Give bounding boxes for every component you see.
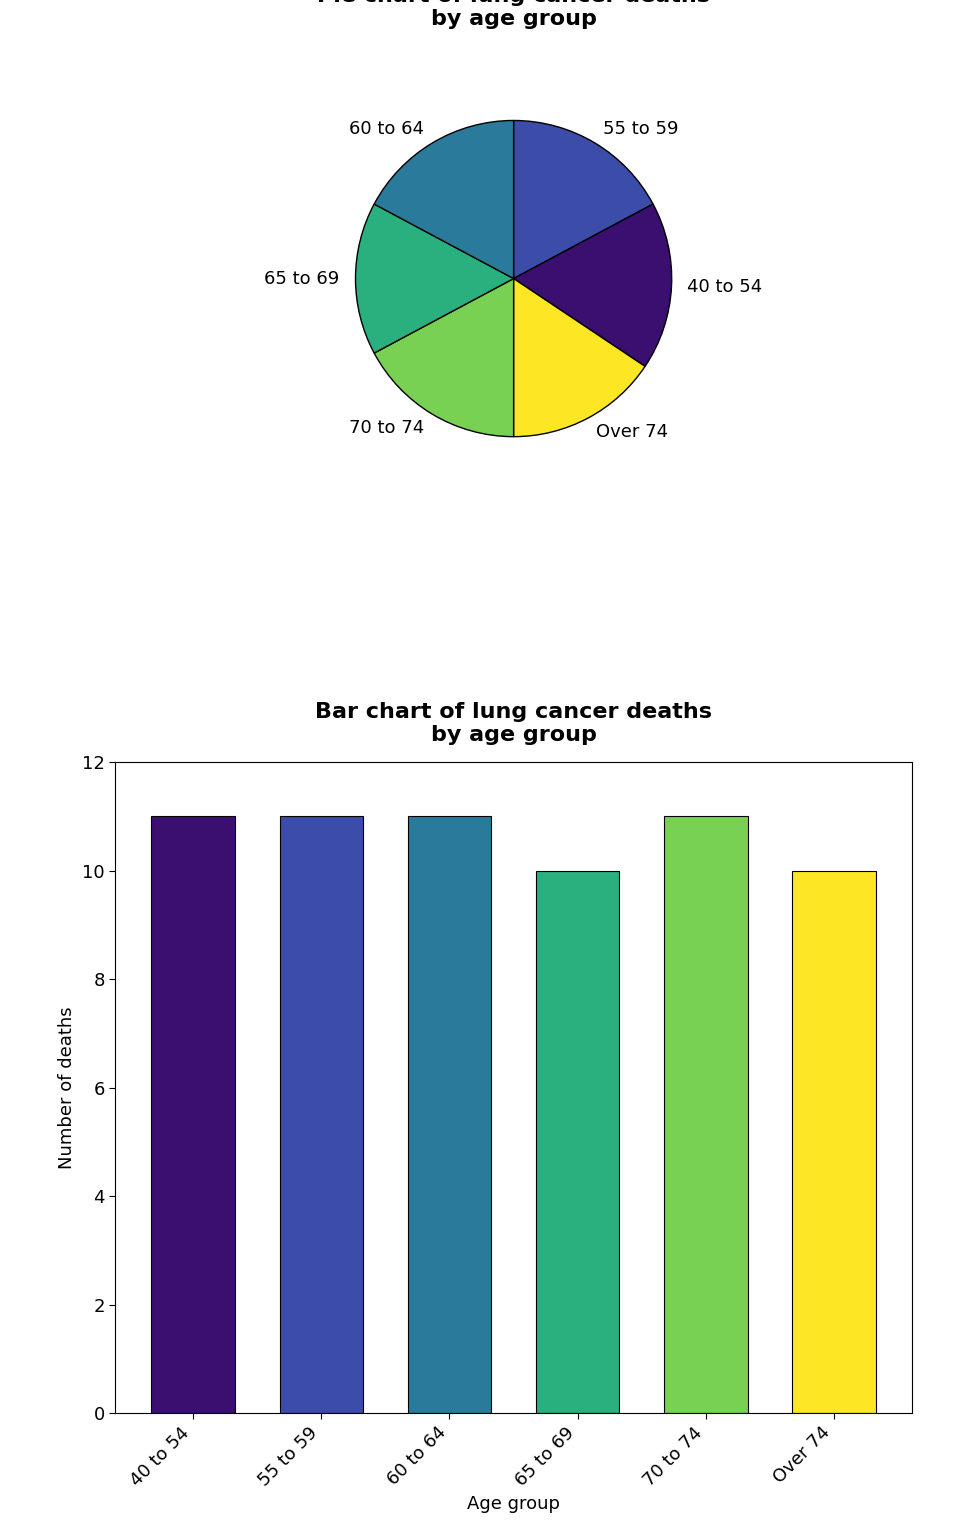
Bar — [792, 871, 876, 1413]
Wedge shape — [374, 278, 514, 436]
Text: 65 to 69: 65 to 69 — [264, 270, 340, 287]
Text: 60 to 64: 60 to 64 — [349, 120, 424, 138]
Wedge shape — [355, 204, 514, 353]
Wedge shape — [374, 120, 514, 278]
Text: 40 to 54: 40 to 54 — [687, 278, 762, 296]
Bar — [279, 817, 363, 1413]
Title: Bar chart of lung cancer deaths
by age group: Bar chart of lung cancer deaths by age g… — [315, 702, 712, 745]
Title: Pie chart of lung cancer deaths
by age group: Pie chart of lung cancer deaths by age g… — [317, 0, 710, 29]
Wedge shape — [514, 204, 672, 367]
X-axis label: Age group: Age group — [468, 1495, 560, 1513]
Text: Over 74: Over 74 — [595, 422, 668, 441]
Wedge shape — [514, 278, 645, 436]
Y-axis label: Number of deaths: Number of deaths — [59, 1006, 77, 1169]
Text: 70 to 74: 70 to 74 — [348, 419, 424, 436]
Wedge shape — [514, 120, 653, 278]
Bar — [664, 817, 748, 1413]
Bar — [536, 871, 619, 1413]
Bar — [152, 817, 235, 1413]
Bar — [408, 817, 492, 1413]
Text: 55 to 59: 55 to 59 — [603, 120, 679, 138]
